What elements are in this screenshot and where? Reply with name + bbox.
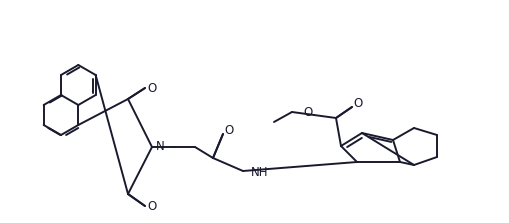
Text: O: O <box>147 200 156 213</box>
Text: O: O <box>224 124 233 138</box>
Text: N: N <box>155 140 164 153</box>
Text: NH: NH <box>250 167 268 180</box>
Text: O: O <box>147 81 156 95</box>
Text: O: O <box>303 107 312 120</box>
Text: O: O <box>353 97 362 111</box>
